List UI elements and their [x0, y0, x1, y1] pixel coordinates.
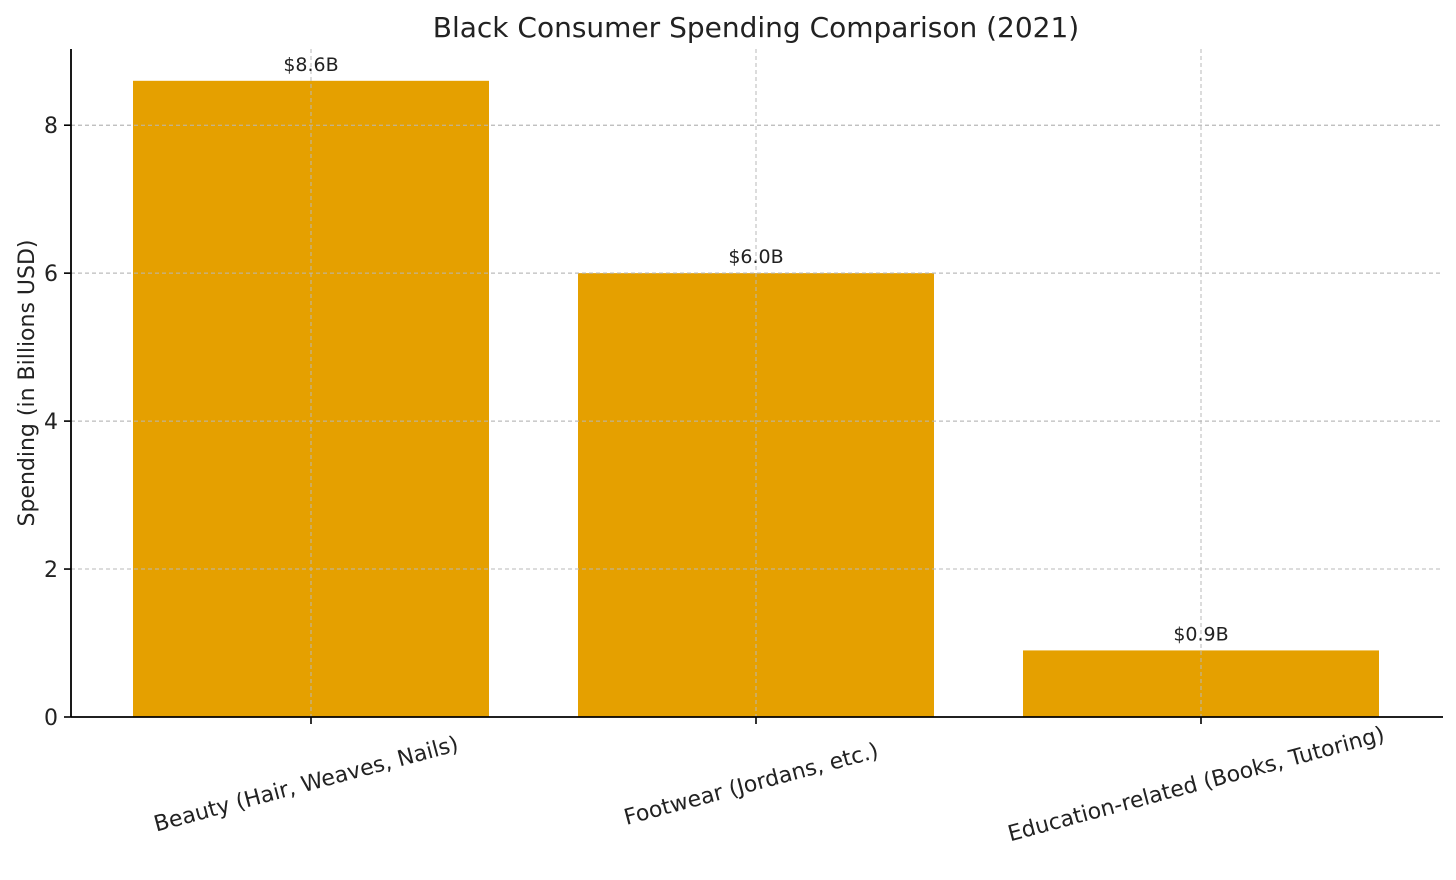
- y-tick-label: 2: [44, 558, 58, 583]
- y-tick-label: 8: [44, 114, 58, 139]
- bar-value-label: $8.6B: [283, 54, 338, 76]
- y-tick-label: 4: [44, 410, 58, 435]
- x-tick-label: Footwear (Jordans, etc.): [621, 739, 881, 831]
- y-tick-label: 6: [44, 262, 58, 287]
- axes: [64, 49, 1443, 724]
- x-tick-label: Education-related (Books, Tutoring): [1005, 722, 1387, 847]
- bar-value-label: $6.0B: [728, 246, 783, 268]
- y-axis-label: Spending (in Billions USD): [15, 239, 40, 526]
- bar: [578, 273, 934, 717]
- bars: [71, 49, 1443, 718]
- y-tick-label: 0: [44, 706, 58, 731]
- x-tick-label: Beauty (Hair, Weaves, Nails): [151, 732, 461, 837]
- bar-value-label: $0.9B: [1173, 623, 1228, 645]
- chart-title: Black Consumer Spending Comparison (2021…: [433, 11, 1079, 44]
